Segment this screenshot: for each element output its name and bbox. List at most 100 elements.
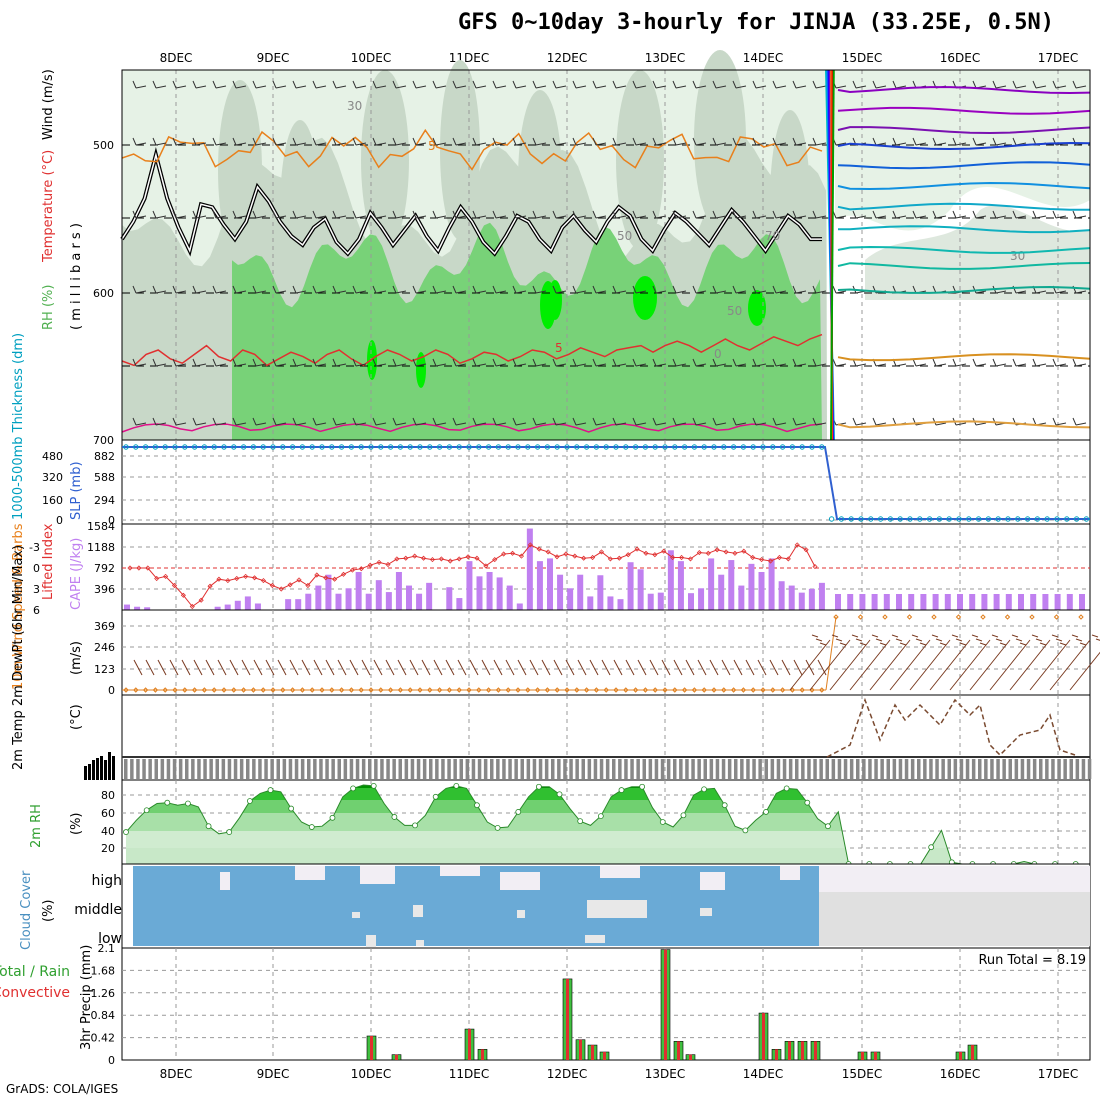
temp2m-bar: [264, 759, 268, 779]
temp2m-bar: [727, 759, 732, 779]
wind-barb: [332, 137, 347, 146]
cape-bar: [295, 599, 302, 610]
temp2m-bar: [691, 759, 695, 779]
thickness-marker: [133, 444, 139, 450]
cloud-gap: [587, 900, 647, 918]
cape-bar: [416, 593, 423, 610]
precip-ytick: 0.84: [91, 1009, 116, 1022]
cape-bar: [748, 563, 755, 610]
wind-barb: [632, 358, 647, 367]
cape-bar: [908, 594, 915, 610]
wind-barb: [252, 137, 267, 146]
thickness-marker: [280, 444, 286, 450]
thickness-marker: [211, 444, 217, 450]
thickness-marker: [1073, 516, 1080, 522]
rh2m-marker: [928, 844, 935, 851]
lifted-index-marker: [501, 551, 507, 557]
temp2m-bar: [471, 759, 476, 779]
thickness-marker: [946, 516, 952, 522]
temp2m-bar: [496, 759, 500, 779]
wind-barb: [732, 80, 747, 89]
temp2m-bar: [227, 759, 232, 779]
wind10-barb: [685, 659, 695, 676]
wind10-barb: [721, 659, 731, 676]
bottom-date-label: 8DEC: [160, 1067, 193, 1081]
wind-barb: [332, 358, 347, 367]
cape-bar: [1054, 594, 1061, 610]
rh2m-marker: [432, 793, 439, 800]
temp2m-bar: [514, 759, 518, 779]
temp2m-bar: [502, 759, 506, 779]
temp2m-bar: [709, 759, 714, 779]
thickness-marker: [485, 444, 492, 450]
wind10-barb: [277, 659, 287, 676]
precip-conv-bar: [566, 978, 569, 1060]
contour-label: 5: [555, 341, 563, 355]
rh2m-marker: [453, 782, 460, 789]
wind-barb: [712, 137, 727, 146]
wind-barb: [692, 210, 707, 219]
wind-barb: [572, 285, 587, 294]
rh2m-marker: [742, 827, 749, 834]
cape-bar: [647, 593, 654, 610]
wind-barb: [1052, 210, 1067, 219]
wind-barb: [452, 80, 467, 89]
isotherm-10c: [121, 423, 823, 433]
wind-barb: [132, 80, 147, 89]
wind-barb: [432, 137, 447, 146]
cape-bar: [677, 561, 684, 610]
lifted-index-marker: [803, 547, 809, 553]
thickness-marker: [329, 444, 335, 450]
wind-barb: [432, 417, 447, 426]
wind10-barb: [409, 659, 419, 676]
thickness-marker: [358, 444, 364, 450]
wind10-barb: [673, 659, 683, 676]
thickness-marker: [721, 444, 727, 450]
wind-barb: [892, 210, 907, 219]
thickness-marker: [417, 444, 423, 450]
temp2m-axis-label: 2m Temp 2m DewPt (6hr Min/Max): [11, 545, 26, 770]
temp2m-bar: [868, 759, 872, 779]
top-date-label: 14DEC: [743, 51, 783, 65]
lifted-index-marker: [260, 578, 267, 584]
wind10-barb: [709, 659, 719, 676]
lifted-index-marker: [269, 582, 275, 589]
wind-barb: [672, 358, 687, 367]
precip-conv-bar: [689, 1054, 692, 1060]
temp-line-after: [837, 161, 1091, 170]
rh-shade-core: [548, 280, 562, 320]
rh2m-line: [125, 784, 1086, 865]
contour-label: 70: [765, 229, 780, 243]
temp2m-bar: [331, 759, 335, 779]
temp2m-bar: [361, 759, 366, 779]
wind-barb: [612, 137, 627, 146]
rh2m-marker: [370, 782, 377, 789]
temp2m-bar: [1014, 759, 1019, 779]
temp2m-bar: [697, 759, 701, 779]
temp2m-bar: [166, 759, 171, 779]
wind-barb: [432, 358, 447, 367]
temp2m-bar: [984, 759, 988, 779]
thickness-marker: [387, 444, 394, 450]
wind-barb: [392, 80, 407, 89]
precip-conv-bar: [664, 949, 667, 1060]
thickness-marker: [662, 444, 668, 450]
thickness-marker: [632, 444, 639, 450]
thickness-marker: [828, 516, 835, 522]
cape-panel-frame: [121, 523, 1091, 611]
temp2m-bar: [1063, 759, 1067, 779]
rh2m-marker: [680, 812, 687, 819]
wind-barb: [212, 358, 227, 367]
temp2m-legend-bar: [108, 752, 111, 780]
thickness-marker: [525, 444, 531, 450]
lifted-index-marker: [536, 546, 542, 552]
temp2m-bar: [368, 759, 372, 779]
wind-barb: [872, 210, 887, 219]
wind-barb: [992, 80, 1007, 89]
wind10-barb: [1049, 634, 1091, 691]
temp2m-bar: [959, 759, 964, 779]
precip-ytick: 1.26: [91, 987, 116, 1000]
contour-label: 5: [428, 139, 436, 153]
wind-barb: [732, 417, 747, 426]
wind-barb: [952, 137, 967, 146]
